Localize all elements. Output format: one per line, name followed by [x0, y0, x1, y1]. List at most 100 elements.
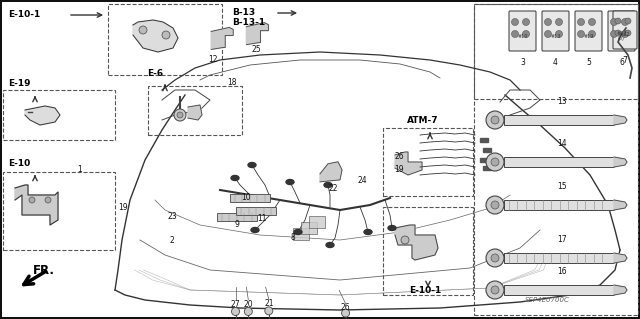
- Circle shape: [621, 19, 628, 26]
- Polygon shape: [25, 106, 60, 125]
- Circle shape: [522, 31, 529, 38]
- Bar: [504, 115, 614, 125]
- Text: 17: 17: [557, 235, 567, 244]
- Text: E-10-1: E-10-1: [409, 286, 441, 295]
- Circle shape: [177, 112, 183, 118]
- Circle shape: [486, 111, 504, 129]
- Text: E-6: E-6: [147, 69, 163, 78]
- Circle shape: [621, 31, 628, 38]
- Ellipse shape: [251, 227, 259, 233]
- Polygon shape: [211, 27, 233, 49]
- Bar: [483, 166, 491, 170]
- Bar: [504, 285, 614, 295]
- Bar: [301, 222, 317, 234]
- Text: 5: 5: [586, 58, 591, 67]
- Circle shape: [589, 19, 595, 26]
- Circle shape: [577, 19, 584, 26]
- Circle shape: [401, 236, 409, 244]
- Circle shape: [545, 19, 552, 26]
- Circle shape: [486, 281, 504, 299]
- Text: 14: 14: [557, 139, 567, 148]
- Circle shape: [486, 196, 504, 214]
- Circle shape: [611, 19, 618, 26]
- Text: 7: 7: [623, 56, 627, 65]
- Polygon shape: [614, 157, 627, 167]
- Text: #19: #19: [584, 33, 594, 39]
- Bar: [474, 4, 638, 99]
- Text: B-13-1: B-13-1: [232, 18, 265, 27]
- Text: 21: 21: [264, 299, 273, 308]
- Polygon shape: [246, 23, 268, 45]
- Polygon shape: [15, 185, 58, 225]
- Bar: [308, 216, 324, 228]
- FancyBboxPatch shape: [608, 11, 635, 51]
- Text: 16: 16: [557, 267, 567, 276]
- Text: FR.: FR.: [33, 263, 55, 277]
- Circle shape: [625, 18, 631, 24]
- Polygon shape: [614, 253, 627, 263]
- Circle shape: [491, 286, 499, 294]
- Text: 1: 1: [77, 165, 83, 174]
- Text: 15: 15: [557, 182, 567, 191]
- Circle shape: [491, 158, 499, 166]
- Text: 11: 11: [258, 214, 267, 223]
- Polygon shape: [614, 115, 627, 125]
- Text: 26: 26: [394, 152, 404, 161]
- Bar: [504, 200, 614, 210]
- Text: E-19: E-19: [8, 79, 31, 88]
- FancyBboxPatch shape: [509, 11, 536, 51]
- Text: #13: #13: [550, 33, 561, 39]
- Text: 18: 18: [227, 78, 236, 87]
- Ellipse shape: [364, 229, 372, 234]
- FancyBboxPatch shape: [542, 11, 569, 51]
- Circle shape: [577, 31, 584, 38]
- Text: 2: 2: [169, 236, 174, 245]
- Ellipse shape: [294, 229, 302, 234]
- Text: 9: 9: [234, 220, 239, 229]
- Bar: [217, 213, 257, 221]
- Circle shape: [491, 254, 499, 262]
- Ellipse shape: [326, 242, 334, 248]
- Text: 25: 25: [251, 45, 261, 54]
- Polygon shape: [320, 162, 342, 182]
- Text: 6: 6: [619, 58, 624, 67]
- Text: 24: 24: [357, 176, 367, 185]
- Ellipse shape: [388, 226, 396, 231]
- Circle shape: [545, 31, 552, 38]
- Circle shape: [162, 31, 170, 39]
- Bar: [480, 138, 488, 142]
- Circle shape: [244, 308, 252, 315]
- Circle shape: [486, 153, 504, 171]
- Circle shape: [139, 26, 147, 34]
- FancyBboxPatch shape: [575, 11, 602, 51]
- Bar: [230, 194, 269, 202]
- Circle shape: [589, 31, 595, 38]
- Text: B-13: B-13: [232, 8, 255, 17]
- Polygon shape: [188, 105, 202, 120]
- Polygon shape: [614, 285, 627, 295]
- Text: 27: 27: [230, 300, 241, 309]
- Circle shape: [491, 201, 499, 209]
- Bar: [3, 172, 115, 250]
- Circle shape: [342, 309, 349, 317]
- Polygon shape: [395, 152, 422, 175]
- Text: #22: #22: [620, 33, 630, 38]
- Ellipse shape: [324, 182, 332, 188]
- Circle shape: [511, 19, 518, 26]
- Ellipse shape: [286, 180, 294, 184]
- Text: 8: 8: [291, 233, 296, 242]
- Circle shape: [615, 18, 621, 24]
- Circle shape: [45, 197, 51, 203]
- Text: E-10-1: E-10-1: [8, 10, 40, 19]
- Circle shape: [511, 31, 518, 38]
- FancyBboxPatch shape: [613, 11, 637, 49]
- Polygon shape: [133, 20, 178, 52]
- Text: 12: 12: [208, 55, 217, 63]
- Text: #10: #10: [517, 33, 528, 39]
- Circle shape: [174, 109, 186, 121]
- Text: #22
(0): #22 (0): [616, 31, 627, 41]
- Circle shape: [611, 31, 618, 38]
- Circle shape: [232, 308, 239, 315]
- Text: 20: 20: [243, 300, 253, 309]
- Circle shape: [615, 30, 621, 36]
